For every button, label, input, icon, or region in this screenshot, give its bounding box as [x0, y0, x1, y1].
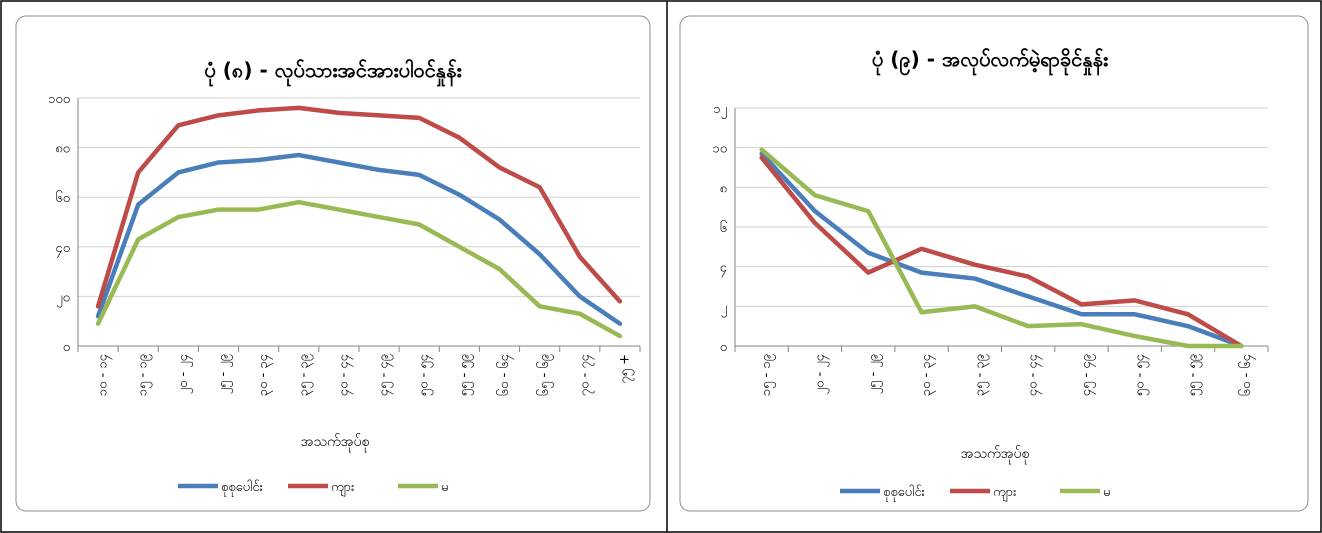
x-tick-label: ၅၀ - ၅၄	[1132, 353, 1149, 396]
chart-labor-participation: ပုံ (၈) - လုပ်သားအင်အားပါဝင်နှုန်း ၀၂၀၄၀…	[15, 15, 651, 512]
y-tick-label: ၈၀	[55, 142, 70, 157]
legend-label: စုစုပေါင်း	[221, 479, 263, 497]
x-tick-label: ၁၀ - ၁၄	[96, 353, 113, 396]
x-tick-label: ၂၅ - ၂၉	[216, 354, 233, 394]
x-tick-label: ၇၅ +	[617, 354, 634, 384]
x-tick-label: ၅၅ - ၅၉	[1186, 354, 1203, 396]
legend-label: မ	[1103, 485, 1110, 500]
x-tick-label: ၇၀ - ၇၄	[577, 353, 594, 396]
gridlines	[77, 97, 641, 352]
y-tick-labels: ၀ ၂ ၄ ၆ ၈ ၁၀ ၁၂	[712, 102, 727, 355]
y-tick-label: ၂၀	[56, 290, 70, 307]
x-tick-label: ၆၅ - ၆၉	[536, 354, 554, 396]
chart-border	[15, 15, 651, 512]
x-tick-label: ၅၅ - ၅၉	[457, 354, 474, 396]
y-tick-label: ၈	[720, 181, 727, 196]
series-line-1	[95, 105, 623, 309]
legend-label: ကျား	[993, 485, 1016, 502]
legend: စုစုပေါင်း ကျား မ	[840, 484, 1110, 502]
x-tick-label: ၆၀ - ၆၄	[1238, 353, 1256, 396]
x-tick-label: ၄၅ - ၄၉	[377, 354, 394, 396]
legend-label: ကျား	[331, 480, 354, 497]
x-tick-label: ၃၀ - ၃၄	[919, 353, 936, 396]
y-tick-labels: ၀ ၂၀ ၄၀ ၆၀ ၈၀ ၁၀၀	[48, 92, 70, 355]
x-tick-label: ၁၅ - ၁၉	[759, 354, 776, 396]
gridlines	[734, 107, 1269, 352]
series-line-2	[95, 199, 623, 339]
x-tick-label: ၃၅ - ၃၉	[972, 354, 989, 396]
x-tick-label: ၁၅ - ၁၉	[136, 354, 153, 396]
x-axis-label: အသက်အုပ်စု	[301, 434, 370, 452]
y-tick-label: ၂	[721, 300, 727, 317]
x-tick-label: ၆၀ - ၆၄	[496, 353, 514, 396]
x-tick-label: ၄၀ - ၄၄	[1026, 353, 1043, 396]
y-tick-label: ၆	[720, 220, 727, 236]
series-lines	[95, 105, 623, 339]
chart-unemployment-rate: ပုံ (၉) - အလုပ်လက်မဲ့ရာခိုင်နှုန်း ၀၂၄၆၈…	[679, 15, 1309, 512]
x-tick-label: ၅၀ - ၅၄	[417, 353, 434, 396]
series-line-1	[759, 155, 1244, 349]
x-tick-label: ၂၅ - ၂၉	[866, 354, 883, 394]
y-tick-label: ၁၀၀	[48, 92, 70, 107]
x-tick-label: ၄၀ - ၄၄	[336, 353, 353, 396]
x-tick-label: ၄၅ - ၄၉	[1079, 354, 1096, 396]
series-line-0	[759, 151, 1244, 349]
series-lines	[759, 147, 1244, 349]
y-tick-label: ၄၀	[55, 241, 70, 258]
y-tick-label: ၁၀	[712, 142, 727, 157]
y-tick-label: ၀	[720, 340, 727, 355]
y-tick-label: ၆၀	[55, 190, 70, 206]
legend: စုစုပေါင်း ကျား မ	[178, 479, 448, 497]
series-line-0	[95, 152, 623, 326]
y-tick-label: ၁၂	[713, 102, 727, 119]
series-line-2	[759, 147, 1244, 349]
x-tick-label: ၃၅ - ၃၉	[296, 354, 313, 396]
x-tick-label: ၃၀ - ၃၄	[256, 353, 273, 396]
legend-label: မ	[441, 480, 448, 495]
legend-label: စုစုပေါင်း	[883, 484, 925, 502]
x-tick-labels: ၁၅ - ၁၉ ၂၀ - ၂၄ ၂၅ - ၂၉ ၃၀ - ၃၄ ၃၅ - ၃၉ ၄၀ - …	[759, 353, 1256, 396]
y-tick-label: ၄	[720, 261, 728, 278]
chart-border	[679, 15, 1309, 512]
x-tick-labels: ၁၀ - ၁၄ ၁၅ - ၁၉ ၂၀ - ၂၄ ၂၅ - ၂၉ ၃၀ - ၃၄ ၃၅ - …	[96, 353, 635, 396]
x-tick-label: ၂၀ - ၂၄	[812, 353, 829, 394]
x-tick-label: ၂၀ - ၂၄	[176, 353, 193, 394]
y-tick-label: ၀	[63, 340, 70, 355]
x-axis-label: အသက်အုပ်စု	[961, 446, 1030, 464]
